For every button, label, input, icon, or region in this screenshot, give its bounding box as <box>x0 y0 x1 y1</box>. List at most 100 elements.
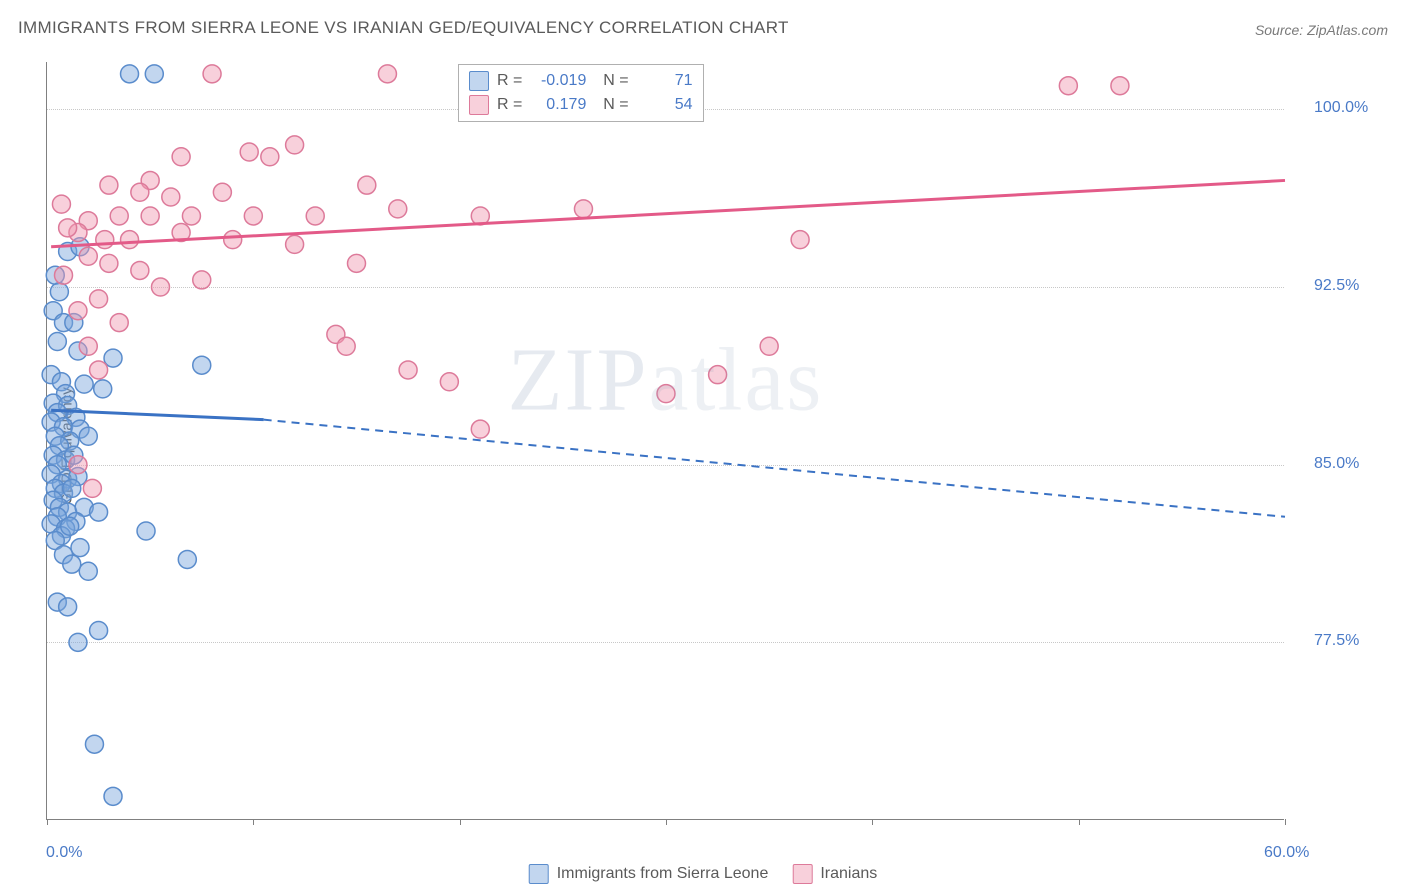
data-point-ir <box>399 361 417 379</box>
data-point-ir <box>244 207 262 225</box>
data-point-ir <box>141 207 159 225</box>
data-point-sl <box>75 375 93 393</box>
data-point-ir <box>79 337 97 355</box>
data-point-ir <box>337 337 355 355</box>
n-label: N = <box>594 72 628 90</box>
chart-title: IMMIGRANTS FROM SIERRA LEONE VS IRANIAN … <box>18 18 789 38</box>
data-point-ir <box>69 456 87 474</box>
data-point-sl <box>69 633 87 651</box>
legend-item-blue: Immigrants from Sierra Leone <box>529 864 769 884</box>
data-point-ir <box>213 183 231 201</box>
legend-label: Immigrants from Sierra Leone <box>557 865 769 883</box>
data-point-ir <box>1111 77 1129 95</box>
trendline-ir <box>51 180 1285 246</box>
r-label: R = <box>497 96 522 114</box>
data-point-sl <box>61 517 79 535</box>
data-point-ir <box>440 373 458 391</box>
stats-row-sl: R = -0.019 N = 71 <box>469 69 693 93</box>
data-point-ir <box>131 183 149 201</box>
data-point-ir <box>389 200 407 218</box>
xtick-mark <box>460 819 461 825</box>
data-point-sl <box>104 349 122 367</box>
data-point-sl <box>50 283 68 301</box>
data-point-ir <box>79 247 97 265</box>
ytick-label: 100.0% <box>1314 99 1368 117</box>
data-point-ir <box>306 207 324 225</box>
data-point-ir <box>172 148 190 166</box>
data-point-ir <box>96 231 114 249</box>
trendline-dash-sl <box>264 420 1285 517</box>
data-point-ir <box>224 231 242 249</box>
data-point-ir <box>203 65 221 83</box>
data-point-ir <box>90 290 108 308</box>
data-point-sl <box>59 598 77 616</box>
data-point-ir <box>240 143 258 161</box>
ytick-label: 85.0% <box>1314 455 1359 473</box>
data-point-ir <box>657 385 675 403</box>
ytick-label: 77.5% <box>1314 632 1359 650</box>
data-point-sl <box>193 356 211 374</box>
data-point-ir <box>791 231 809 249</box>
data-point-sl <box>63 479 81 497</box>
legend-label: Iranians <box>820 865 877 883</box>
data-point-ir <box>709 366 727 384</box>
data-point-sl <box>137 522 155 540</box>
plot-area: ZIPatlas <box>46 62 1284 820</box>
stats-row-ir: R = 0.179 N = 54 <box>469 93 693 117</box>
legend-swatch <box>792 864 812 884</box>
legend-swatch <box>529 864 549 884</box>
data-point-ir <box>261 148 279 166</box>
xtick-label-min: 0.0% <box>46 844 82 862</box>
swatch-sl <box>469 71 489 91</box>
data-point-ir <box>110 314 128 332</box>
swatch-ir <box>469 95 489 115</box>
xtick-label-max: 60.0% <box>1264 844 1309 862</box>
stats-legend: R = -0.019 N = 71 R = 0.179 N = 54 <box>458 64 704 122</box>
data-point-ir <box>286 136 304 154</box>
data-point-ir <box>1059 77 1077 95</box>
xtick-mark <box>1285 819 1286 825</box>
legend-item-pink: Iranians <box>792 864 877 884</box>
data-point-ir <box>69 302 87 320</box>
data-point-ir <box>358 176 376 194</box>
data-point-sl <box>85 735 103 753</box>
n-label: N = <box>594 96 628 114</box>
data-point-sl <box>79 427 97 445</box>
data-point-ir <box>100 254 118 272</box>
data-point-ir <box>110 207 128 225</box>
data-point-ir <box>52 195 70 213</box>
data-point-sl <box>90 503 108 521</box>
data-point-sl <box>79 562 97 580</box>
data-point-ir <box>90 361 108 379</box>
data-point-sl <box>104 787 122 805</box>
data-point-ir <box>193 271 211 289</box>
source-attribution: Source: ZipAtlas.com <box>1255 22 1388 38</box>
r-label: R = <box>497 72 522 90</box>
data-point-ir <box>471 420 489 438</box>
data-point-ir <box>55 266 73 284</box>
data-point-sl <box>145 65 163 83</box>
ytick-label: 92.5% <box>1314 277 1359 295</box>
data-point-ir <box>574 200 592 218</box>
data-point-ir <box>162 188 180 206</box>
data-point-ir <box>348 254 366 272</box>
data-point-sl <box>48 333 66 351</box>
data-point-ir <box>121 231 139 249</box>
xtick-mark <box>47 819 48 825</box>
xtick-mark <box>872 819 873 825</box>
xtick-mark <box>253 819 254 825</box>
data-point-sl <box>121 65 139 83</box>
data-point-ir <box>760 337 778 355</box>
data-point-ir <box>100 176 118 194</box>
data-point-sl <box>90 622 108 640</box>
data-point-ir <box>131 261 149 279</box>
data-point-sl <box>63 555 81 573</box>
data-point-ir <box>59 219 77 237</box>
data-point-ir <box>378 65 396 83</box>
data-point-ir <box>151 278 169 296</box>
n-value-ir: 54 <box>637 96 693 114</box>
data-point-sl <box>71 539 89 557</box>
data-point-ir <box>83 479 101 497</box>
r-value-ir: 0.179 <box>530 96 586 114</box>
data-point-sl <box>94 380 112 398</box>
